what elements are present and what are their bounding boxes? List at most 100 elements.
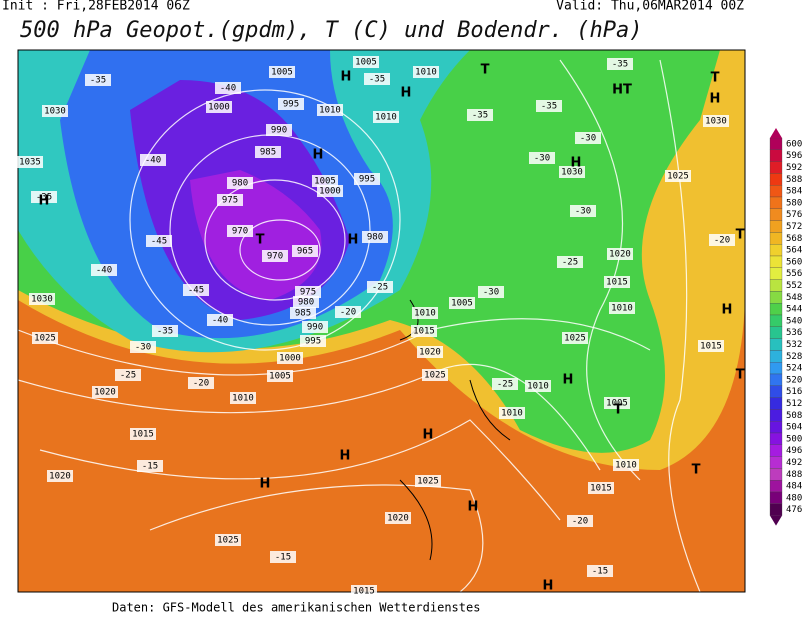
map-field (18, 50, 745, 592)
colorbar-swatch (769, 291, 783, 304)
colorbar-swatch (769, 468, 783, 481)
colorbar-label: 540 (786, 316, 802, 326)
colorbar-label: 508 (786, 411, 802, 421)
label-bg (266, 124, 292, 136)
label-bg (353, 56, 379, 68)
label-bg (467, 109, 493, 121)
label-bg (215, 82, 241, 94)
label-bg (130, 341, 156, 353)
label-bg (293, 296, 319, 308)
label-bg (492, 378, 518, 390)
label-bg (698, 340, 724, 352)
contour-label: -25 (372, 283, 388, 293)
colorbar-label: 560 (786, 257, 802, 267)
contour-label: -25 (562, 258, 578, 268)
contour-label: 1015 (700, 342, 722, 352)
label-bg (295, 286, 321, 298)
contour-label: 1010 (319, 106, 341, 116)
contour-label: 1020 (387, 514, 409, 524)
colorbar-swatch (769, 161, 783, 174)
colorbar-swatch (769, 350, 783, 363)
contour-label: -15 (275, 553, 291, 563)
colorbar-swatch (769, 338, 783, 351)
contour-label: 980 (298, 298, 314, 308)
label-bg (270, 551, 296, 563)
pressure-center: H (563, 373, 574, 388)
label-bg (335, 306, 361, 318)
colorbar-label: 492 (786, 458, 802, 468)
colorbar-swatch (769, 185, 783, 198)
contour-label: 1020 (419, 348, 441, 358)
colorbar-label: 516 (786, 387, 802, 397)
label-bg (354, 173, 380, 185)
contour-label: 1010 (415, 68, 437, 78)
contour-label: -35 (36, 193, 52, 203)
contour-label: 990 (307, 323, 323, 333)
pressure-center: T (481, 63, 490, 78)
label-bg (227, 177, 253, 189)
label-bg (709, 234, 735, 246)
colorbar-swatch (769, 173, 783, 186)
contour-label: 1010 (375, 113, 397, 123)
colorbar-swatch (769, 244, 783, 257)
map-frame (17, 49, 746, 593)
colorbar-label: 512 (786, 399, 802, 409)
contour-label: 1005 (271, 68, 293, 78)
label-bg (317, 185, 343, 197)
colorbar-swatch (769, 220, 783, 233)
footer-credit: Daten: GFS-Modell des amerikanischen Wet… (112, 601, 480, 615)
pressure-center: H (313, 148, 324, 163)
contour-label: 1010 (615, 461, 637, 471)
colorbar-label: 528 (786, 352, 802, 362)
contour-label: 1015 (413, 327, 435, 337)
contour-label: -30 (534, 154, 550, 164)
label-bg (557, 256, 583, 268)
label-bg (575, 132, 601, 144)
colorbar-swatch (769, 432, 783, 445)
colorbar-label: 568 (786, 234, 802, 244)
contour-label: 1005 (606, 399, 628, 409)
colorbar-swatch (769, 456, 783, 469)
contour-label: 995 (283, 100, 299, 110)
contour-label: 975 (222, 196, 238, 206)
contour-label: 980 (232, 179, 248, 189)
contour-label: 990 (271, 126, 287, 136)
contour-label: -25 (497, 380, 513, 390)
contour-label: 1020 (94, 388, 116, 398)
contour-label: -35 (612, 60, 628, 70)
label-bg (92, 386, 118, 398)
label-bg (47, 470, 73, 482)
colorbar-swatch (769, 196, 783, 209)
colorbar-label: 592 (786, 163, 802, 173)
colorbar-label: 584 (786, 187, 802, 197)
pressure-center: T (614, 403, 623, 418)
pressure-center: H (341, 70, 352, 85)
colorbar-label: 580 (786, 198, 802, 208)
contour-label: 1035 (19, 158, 41, 168)
colorbar-label: 476 (786, 505, 802, 515)
label-bg (217, 194, 243, 206)
colorbar-swatch (769, 480, 783, 493)
contour-label: 1010 (501, 409, 523, 419)
contour-label: 1030 (44, 107, 66, 117)
colorbar-label: 588 (786, 175, 802, 185)
colorbar-swatch (769, 444, 783, 457)
label-bg (385, 512, 411, 524)
label-bg (529, 152, 555, 164)
contour-label: 1015 (590, 484, 612, 494)
contour-label: -35 (472, 111, 488, 121)
colorbar-label: 532 (786, 340, 802, 350)
contour-label: -25 (120, 371, 136, 381)
colorbar-label: 496 (786, 446, 802, 456)
contour-label: 1025 (424, 371, 446, 381)
label-bg (604, 397, 630, 409)
label-bg (215, 534, 241, 546)
pressure-center: H (543, 579, 554, 594)
label-bg (130, 428, 156, 440)
contour-label: 1010 (232, 394, 254, 404)
colorbar-swatch (769, 255, 783, 268)
label-bg (137, 460, 163, 472)
contour-label: -15 (592, 567, 608, 577)
contour-label: 970 (267, 252, 283, 262)
colorbar-label: 520 (786, 375, 802, 385)
